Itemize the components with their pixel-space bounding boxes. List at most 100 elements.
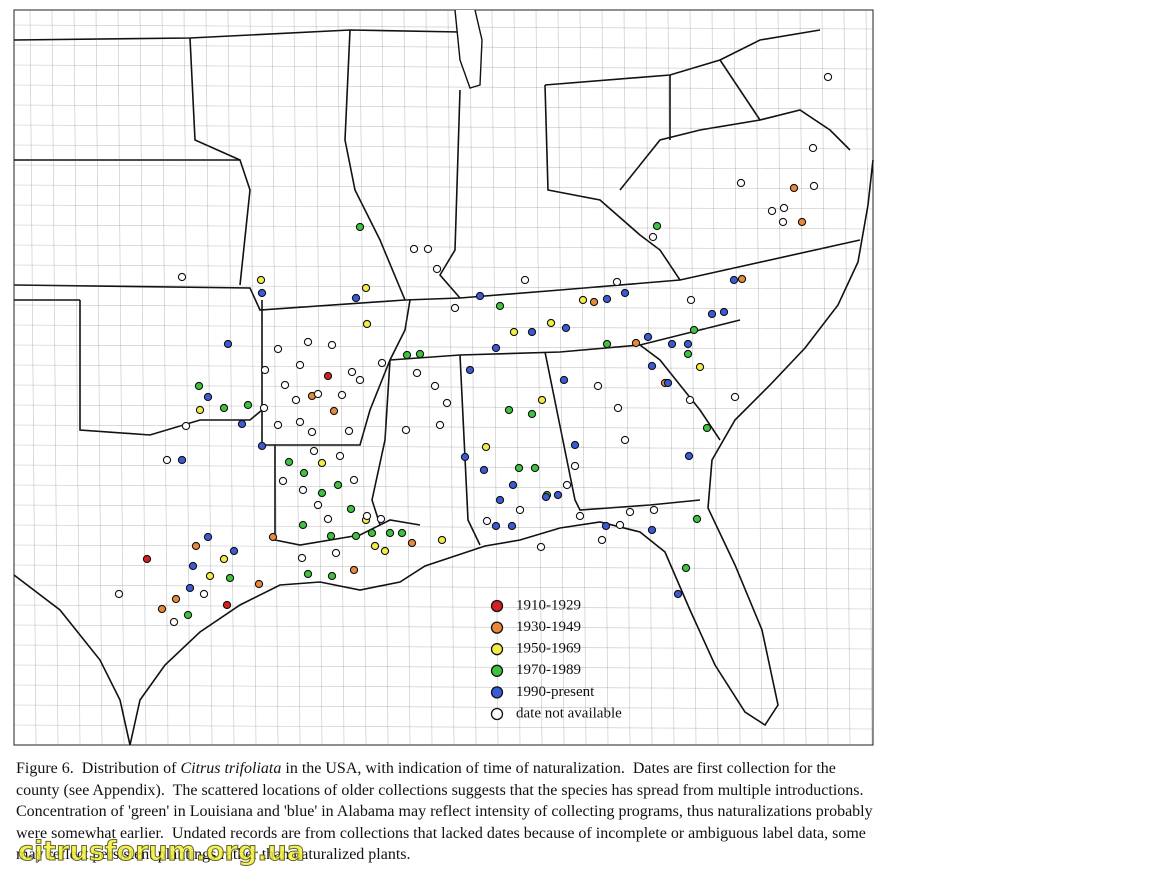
county-line: [95, 9, 103, 746]
occurrence-dot: [323, 371, 333, 381]
county-line: [13, 24, 874, 30]
county-line: [13, 264, 874, 270]
county-line: [13, 224, 874, 230]
occurrence-dot: [185, 583, 195, 593]
county-line: [205, 9, 213, 746]
occurrence-dot: [317, 488, 327, 498]
county-line: [645, 9, 653, 746]
state-borders: [13, 29, 861, 546]
occurrence-dot: [243, 400, 253, 410]
occurrence-dot: [643, 332, 653, 342]
occurrence-dot: [177, 455, 187, 465]
occurrence-dot: [509, 327, 519, 337]
county-line: [13, 124, 874, 130]
county-line: [315, 9, 323, 746]
occurrence-dot: [257, 441, 267, 451]
occurrence-dot: [631, 338, 641, 348]
occurrence-dot: [169, 617, 179, 627]
occurrence-dot: [385, 528, 395, 538]
county-line: [51, 9, 59, 746]
occurrence-dot: [337, 390, 347, 400]
county-line: [13, 484, 874, 490]
legend-marker: [490, 643, 504, 656]
county-line: [13, 604, 874, 610]
occurrence-dot: [442, 398, 452, 408]
occurrence-dot: [309, 446, 319, 456]
occurrence-dot: [335, 451, 345, 461]
occurrence-dot: [432, 264, 442, 274]
occurrence-dot: [562, 480, 572, 490]
legend-marker: [490, 707, 504, 721]
county-line: [13, 464, 874, 470]
occurrence-dot: [222, 600, 232, 610]
occurrence-dot: [415, 349, 425, 359]
occurrence-dot: [652, 221, 662, 231]
occurrence-dot: [223, 339, 233, 349]
occurrence-dot: [465, 365, 475, 375]
county-line: [13, 304, 874, 310]
occurrence-dot: [692, 514, 702, 524]
legend-label: 1930-1949: [516, 619, 581, 635]
occurrence-dot: [613, 403, 623, 413]
occurrence-dot: [351, 293, 361, 303]
county-line: [447, 9, 455, 746]
occurrence-dot: [620, 435, 630, 445]
occurrence-dot: [329, 406, 339, 416]
occurrence-dot: [142, 554, 152, 564]
county-line: [337, 9, 345, 746]
occurrence-dot: [259, 403, 269, 413]
occurrence-dot: [553, 490, 563, 500]
occurrence-dot: [333, 480, 343, 490]
map-frame: [13, 9, 874, 746]
occurrence-dot: [344, 426, 354, 436]
occurrence-dot: [460, 452, 470, 462]
occurrence-dot: [515, 505, 525, 515]
county-line: [13, 44, 874, 50]
occurrence-dot: [570, 461, 580, 471]
occurrence-dot: [729, 275, 739, 285]
county-line: [579, 9, 587, 746]
occurrence-dot: [297, 553, 307, 563]
occurrence-dot: [280, 380, 290, 390]
county-line: [513, 9, 521, 746]
legend-label: date not available: [516, 705, 622, 721]
county-line: [13, 204, 874, 210]
coastline: [129, 159, 874, 746]
occurrence-dot: [291, 395, 301, 405]
occurrence-dot: [191, 541, 201, 551]
legend-marker: [490, 686, 504, 699]
occurrence-dot: [407, 538, 417, 548]
county-line: [13, 364, 874, 370]
county-line: [535, 9, 543, 746]
county-line: [293, 9, 301, 746]
occurrence-dot: [278, 476, 288, 486]
occurrence-dot: [527, 409, 537, 419]
occurrence-dot: [737, 274, 747, 284]
occurrence-dot: [601, 521, 611, 531]
occurrence-dot: [355, 375, 365, 385]
occurrence-dot: [570, 440, 580, 450]
occurrence-dot: [412, 368, 422, 378]
county-line: [13, 564, 874, 570]
county-line: [161, 9, 169, 746]
occurrence-dot: [303, 337, 313, 347]
county-line: [733, 9, 741, 746]
county-line: [13, 524, 874, 530]
county-line: [13, 184, 874, 190]
occurrence-dot: [450, 303, 460, 313]
occurrence-dot: [181, 421, 191, 431]
county-line: [13, 244, 874, 250]
county-line: [13, 104, 874, 110]
occurrence-dot: [183, 610, 193, 620]
occurrence-dot: [685, 395, 695, 405]
county-line: [271, 9, 279, 746]
occurrence-dot: [254, 579, 264, 589]
occurrence-dot: [593, 381, 603, 391]
occurrence-dot: [536, 542, 546, 552]
county-line: [13, 324, 874, 330]
county-line: [183, 9, 191, 746]
caption: Figure 6. Distribution of Citrus trifoli…: [16, 758, 876, 866]
occurrence-dot: [203, 532, 213, 542]
occurrence-dot: [789, 183, 799, 193]
